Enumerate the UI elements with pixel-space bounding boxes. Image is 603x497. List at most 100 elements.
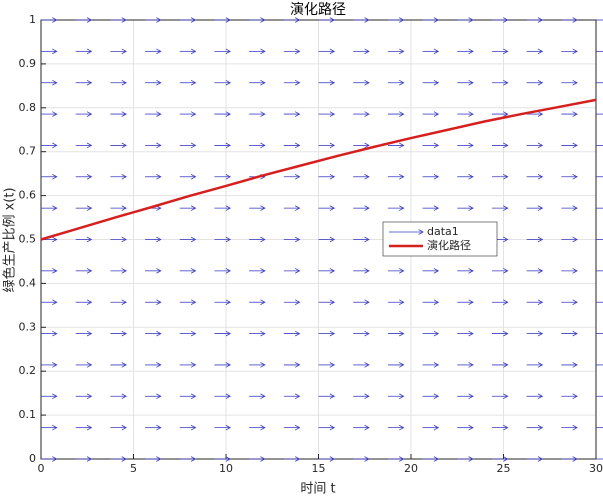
arrow-head <box>503 330 509 337</box>
quiver-arrow <box>110 236 127 243</box>
arrow-head <box>537 142 544 149</box>
arrow-head <box>190 48 197 55</box>
quiver-arrow <box>318 174 336 180</box>
arrow-head <box>329 79 336 86</box>
arrow-head <box>52 236 58 243</box>
arrow-head <box>468 424 474 431</box>
quiver-arrow <box>283 205 301 211</box>
quiver-arrow <box>526 111 544 117</box>
legend-box <box>382 221 498 257</box>
quiver-arrow <box>283 393 301 400</box>
quiver-arrow <box>422 424 440 431</box>
arrow-head <box>52 205 58 211</box>
arrow-head <box>433 330 440 337</box>
arrow-head <box>260 268 266 274</box>
arrow-head <box>86 111 93 117</box>
arrow-head <box>225 111 231 117</box>
quiver-arrow <box>249 142 266 149</box>
quiver-arrow <box>596 113 603 115</box>
arrow-head <box>572 456 578 462</box>
quiver-arrow <box>75 79 93 86</box>
arrow-head <box>572 236 578 243</box>
quiver-arrow <box>387 79 405 86</box>
arrow-head <box>329 424 336 431</box>
quiver-arrow <box>457 174 474 180</box>
quiver-arrow <box>526 142 544 149</box>
quiver-arrow <box>179 174 197 180</box>
quiver-arrow <box>249 456 266 462</box>
arrow-head <box>468 268 474 274</box>
arrow-head <box>468 142 474 149</box>
quiver-arrow <box>179 299 197 305</box>
arrow-head <box>225 456 231 462</box>
quiver-arrow <box>41 393 58 400</box>
arrow-head <box>86 424 93 431</box>
quiver-arrow <box>283 174 301 180</box>
arrow-head <box>433 17 440 23</box>
arrow-head <box>52 456 58 462</box>
quiver-arrow <box>75 299 93 305</box>
quiver-arrow <box>526 456 544 462</box>
arrow-head <box>86 330 93 337</box>
quiver-arrow <box>75 48 93 55</box>
line <box>40 98 597 241</box>
arrow-head <box>52 48 58 55</box>
quiver-arrow <box>318 205 336 211</box>
arrow-head <box>52 299 58 305</box>
y-axis-label: 绿色生产比例 x(t) <box>2 187 18 292</box>
quiver-arrow <box>457 362 474 368</box>
arrow-head <box>260 236 266 243</box>
quiver-arrow <box>526 299 544 305</box>
quiver-arrow <box>41 424 58 431</box>
quiver-arrow <box>214 79 231 86</box>
quiver-arrow <box>179 236 197 243</box>
quiver-arrow <box>75 236 93 243</box>
arrow-head <box>294 205 301 211</box>
x-axis-label: 时间 t <box>300 482 335 497</box>
quiver-arrow <box>145 330 162 337</box>
quiver-arrow <box>41 17 58 23</box>
quiver-arrow <box>353 174 370 180</box>
arrow-head <box>329 48 336 55</box>
arrow-head <box>468 205 474 211</box>
arrow-head <box>190 393 197 400</box>
quiver-arrow <box>387 424 405 431</box>
quiver-arrow <box>145 142 162 149</box>
arrow-head <box>537 393 544 400</box>
quiver-arrow <box>491 17 509 23</box>
arrow-head <box>399 79 405 86</box>
quiver-arrow <box>41 205 58 211</box>
arrow-head <box>52 393 58 400</box>
quiver-arrow <box>75 174 93 180</box>
quiver-arrow <box>110 111 127 117</box>
arrow-head <box>86 142 93 149</box>
arrow-head <box>156 79 162 86</box>
arrow-head <box>121 236 127 243</box>
quiver-arrow <box>179 17 197 23</box>
arrow-head <box>156 330 162 337</box>
quiver-arrow <box>41 362 58 368</box>
quiver-arrow <box>41 48 58 55</box>
quiver-arrow <box>41 142 58 149</box>
arrow-head <box>52 17 58 23</box>
quiver-arrow <box>283 299 301 305</box>
quiver-arrow <box>353 393 370 400</box>
quiver-arrow <box>318 79 336 86</box>
arrow-head <box>364 330 370 337</box>
quiver-arrow <box>457 424 474 431</box>
quiver-arrow <box>422 393 440 400</box>
quiver-arrow <box>387 268 405 274</box>
arrow-head <box>329 393 336 400</box>
x-tick-label: 0 <box>38 462 45 475</box>
arrow-head <box>399 205 405 211</box>
x-tick-label: 20 <box>404 462 418 475</box>
arrow-head <box>572 205 578 211</box>
quiver-arrow <box>75 456 93 462</box>
arrow-head <box>86 205 93 211</box>
arrow-head <box>121 268 127 274</box>
quiver-arrow <box>422 17 440 23</box>
quiver-arrow <box>387 205 405 211</box>
arrow-head <box>121 362 127 368</box>
quiver-arrow <box>75 424 93 431</box>
